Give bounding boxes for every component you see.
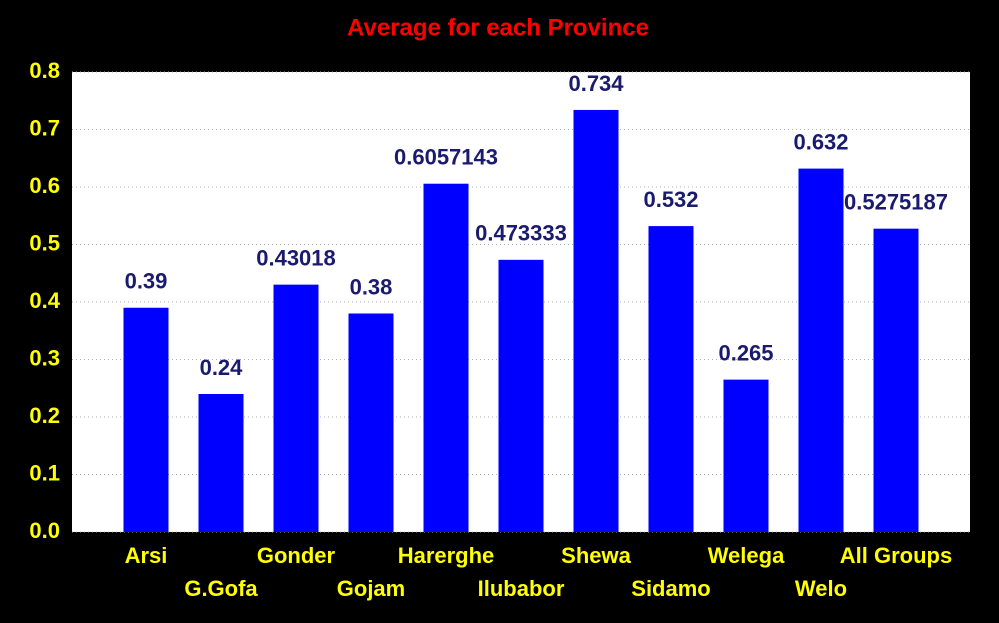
bar — [123, 307, 169, 532]
value-label: 0.24 — [200, 355, 244, 380]
value-label: 0.265 — [718, 340, 773, 365]
y-tick-label: 0.0 — [29, 518, 60, 543]
y-tick-label: 0.4 — [29, 288, 60, 313]
value-label: 0.43018 — [256, 245, 336, 270]
x-tick-label: Harerghe — [398, 543, 495, 568]
x-tick-label: Ilubabor — [478, 576, 565, 601]
y-tick-label: 0.3 — [29, 345, 60, 370]
x-tick-label: G.Gofa — [184, 576, 258, 601]
value-label: 0.38 — [350, 274, 393, 299]
value-label: 0.473333 — [475, 221, 567, 246]
x-tick-label: All Groups — [840, 543, 952, 568]
bar — [273, 284, 319, 532]
value-label: 0.734 — [568, 71, 624, 96]
x-tick-label: Gonder — [257, 543, 336, 568]
y-tick-label: 0.7 — [29, 115, 60, 140]
x-tick-label: Welo — [795, 576, 847, 601]
bar — [348, 313, 394, 532]
chart-title: Average for each Province — [347, 14, 649, 41]
y-tick-label: 0.6 — [29, 173, 60, 198]
value-label: 0.6057143 — [394, 145, 498, 170]
bar — [798, 168, 844, 532]
x-tick-label: Welega — [708, 543, 785, 568]
bar — [498, 259, 544, 532]
y-tick-label: 0.1 — [29, 460, 60, 485]
x-tick-label: Shewa — [561, 543, 631, 568]
y-tick-label: 0.5 — [29, 230, 60, 255]
x-tick-label: Arsi — [125, 543, 168, 568]
bar — [573, 109, 619, 532]
y-tick-label: 0.8 — [29, 58, 60, 83]
value-label: 0.5275187 — [844, 189, 948, 214]
bar — [423, 183, 469, 532]
x-tick-label: Sidamo — [631, 576, 710, 601]
bar — [873, 228, 919, 532]
value-label: 0.632 — [793, 129, 848, 154]
y-tick-label: 0.2 — [29, 403, 60, 428]
value-label: 0.532 — [643, 187, 698, 212]
bar — [648, 226, 694, 532]
x-tick-label: Gojam — [337, 576, 405, 601]
value-label: 0.39 — [125, 269, 168, 294]
bar — [723, 379, 769, 532]
bar — [198, 394, 244, 532]
